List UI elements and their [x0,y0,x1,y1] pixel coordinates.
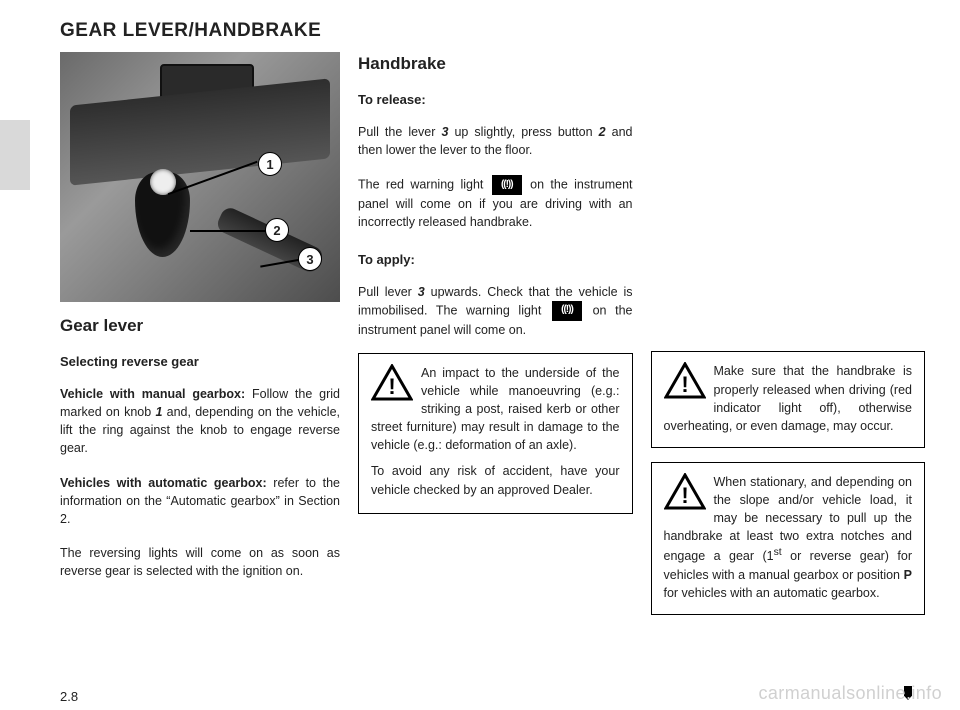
to-release-sub: To release: [358,92,633,107]
callout-knob: 1 [258,152,282,176]
impact-warning-box: ! An impact to the underside of the vehi… [358,353,633,514]
handbrake-warning-icon [492,175,522,195]
handbrake-warning-icon [552,301,582,321]
apply-step-text: Pull lever 3 upwards. Check that the veh… [358,283,633,339]
manual-gearbox-text: Vehicle with manual gearbox: Follow the … [60,385,340,458]
gear-lever-photo: 36888 1 2 3 [60,52,340,302]
svg-text:!: ! [681,483,688,508]
svg-text:!: ! [388,374,395,399]
auto-gearbox-text: Vehicles with automatic gearbox: refer t… [60,474,340,528]
page: GEAR LEVER/HANDBRAKE 36888 1 2 3 Gear le… [0,0,960,710]
dashboard-shape [70,78,330,185]
to-apply-sub: To apply: [358,252,633,267]
content-columns: 36888 1 2 3 Gear lever Selecting reverse… [60,52,925,675]
handbrake-released-warning-box: ! Make sure that the handbrake is proper… [651,351,926,448]
warning-triangle-icon: ! [664,473,706,511]
handbrake-heading: Handbrake [358,54,633,74]
stationary-advice-box: ! When stationary, and depending on the … [651,462,926,615]
reversing-lights-text: The reversing lights will come on as soo… [60,544,340,580]
warning-triangle-icon: ! [371,364,413,402]
watermark: carmanualsonline.info [758,683,942,704]
selecting-reverse-sub: Selecting reverse gear [60,354,340,369]
gear-lever-shape [135,172,190,257]
callout-handbrake: 3 [298,247,322,271]
warning-triangle-icon: ! [664,362,706,400]
column-2: Handbrake To release: Pull the lever 3 u… [358,52,633,675]
section-tab [0,120,30,190]
callout-line-2 [190,230,268,232]
column-3: ! Make sure that the handbrake is proper… [651,52,926,675]
gear-lever-heading: Gear lever [60,316,340,336]
warning-light-release-text: The red warning light on the instrument … [358,175,633,231]
page-title: GEAR LEVER/HANDBRAKE [60,20,925,42]
svg-text:!: ! [681,372,688,397]
impact-warning-advice: To avoid any risk of accident, have your… [371,462,620,498]
callout-ring: 2 [265,218,289,242]
release-step-text: Pull the lever 3 up slightly, press butt… [358,123,633,159]
column-1: 36888 1 2 3 Gear lever Selecting reverse… [60,52,340,675]
